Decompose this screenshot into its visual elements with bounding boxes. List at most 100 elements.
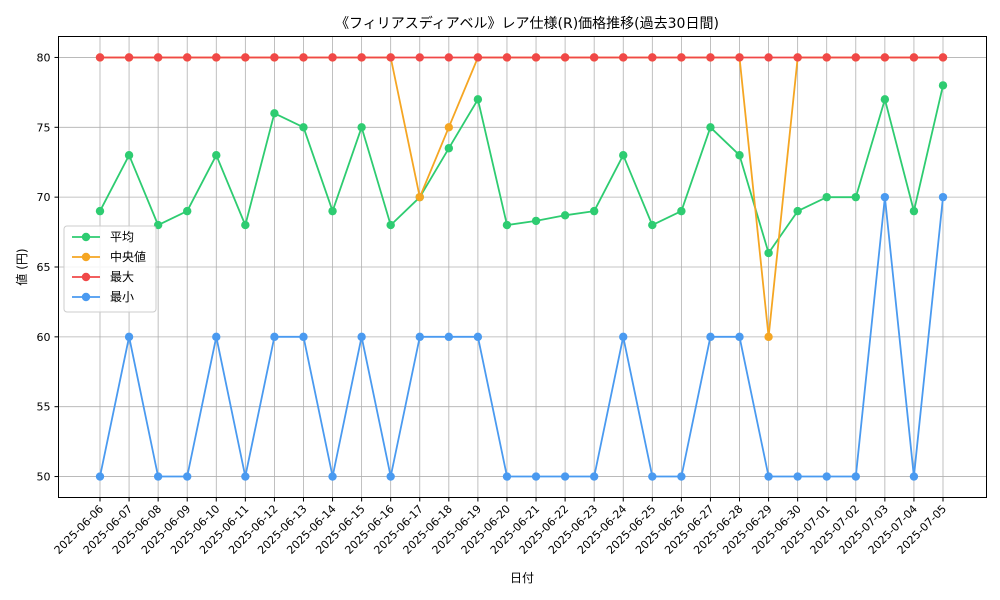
data-point [328, 53, 337, 62]
data-point [212, 332, 221, 342]
data-point [473, 95, 483, 104]
legend-label: 最小 [110, 290, 134, 304]
data-point [124, 332, 134, 342]
data-point [531, 472, 541, 481]
data-point [793, 472, 802, 481]
data-point [909, 206, 919, 216]
data-point [531, 216, 541, 226]
data-point [560, 53, 570, 62]
data-point [589, 206, 599, 216]
data-point [822, 53, 831, 62]
data-point [938, 53, 948, 62]
data-point [619, 332, 628, 342]
legend-label: 平均 [110, 230, 134, 244]
data-point [706, 332, 715, 342]
data-point [502, 53, 512, 62]
legend-label: 中央値 [110, 249, 146, 264]
data-point [735, 53, 744, 62]
legend-label: 最大 [110, 270, 134, 284]
data-point [880, 192, 890, 202]
data-point [502, 220, 512, 230]
grid-layer [58, 36, 987, 498]
data-point [764, 248, 773, 258]
series-3 [95, 192, 948, 481]
data-point [706, 123, 715, 132]
data-point [299, 123, 308, 132]
data-point [822, 192, 831, 202]
data-point [648, 472, 657, 481]
data-point [764, 472, 773, 481]
data-point [415, 332, 424, 342]
data-point [793, 206, 802, 216]
data-point [677, 53, 686, 62]
data-point [299, 53, 308, 62]
data-point [153, 53, 163, 62]
y-tick-label: 80 [37, 51, 51, 64]
data-point [851, 472, 860, 481]
data-point [95, 472, 105, 481]
data-point [706, 53, 715, 62]
data-point [648, 53, 657, 62]
data-point [619, 151, 628, 160]
data-point [531, 53, 541, 62]
data-point [560, 472, 570, 481]
data-point [938, 192, 948, 202]
data-point [212, 53, 221, 62]
data-point [270, 109, 279, 118]
legend-item: 中央値 [72, 249, 146, 264]
y-tick-label: 70 [37, 191, 51, 204]
data-point [153, 472, 163, 481]
chart-title: 《フィリアスディアベル》レア仕様(R)価格推移(過去30日間) [335, 15, 719, 32]
data-point [241, 220, 250, 230]
data-point [328, 206, 337, 216]
data-point [444, 332, 454, 342]
legend-marker [81, 232, 91, 242]
data-point [880, 95, 890, 104]
legend-marker [81, 272, 91, 282]
data-point [183, 53, 192, 62]
legend-box [63, 225, 157, 313]
data-point [589, 53, 599, 62]
legend-item: 最大 [72, 270, 134, 284]
data-point [851, 53, 860, 62]
data-point [677, 472, 686, 481]
y-axis-ticks: 50 55 60 65 70 75 80 [37, 51, 59, 484]
data-point [677, 206, 686, 216]
data-point [241, 472, 250, 481]
y-tick-label: 55 [37, 401, 51, 414]
data-point [95, 53, 105, 62]
data-point [95, 206, 105, 216]
y-axis-label: 値 (円) [14, 248, 29, 285]
data-point [357, 53, 366, 62]
y-tick-label: 60 [37, 331, 51, 344]
data-point [793, 53, 802, 62]
data-point [502, 472, 512, 481]
data-point [735, 332, 744, 342]
data-point [415, 192, 424, 202]
data-point [648, 220, 657, 230]
legend-marker [81, 252, 91, 262]
series-0 [95, 81, 948, 258]
data-point [444, 144, 454, 153]
legend-item: 最小 [72, 290, 134, 304]
data-point [822, 472, 831, 481]
data-point [909, 472, 919, 481]
data-point [183, 472, 192, 481]
data-point [357, 332, 366, 342]
data-point [124, 53, 134, 62]
data-point [241, 53, 250, 62]
data-point [386, 472, 395, 481]
x-axis-label: 日付 [510, 571, 534, 585]
data-point [124, 151, 134, 160]
y-tick-label: 75 [37, 121, 51, 134]
series-layer [95, 53, 948, 481]
data-point [386, 53, 395, 62]
data-point [880, 53, 890, 62]
data-point [851, 192, 860, 202]
x-axis-ticks: 2025-06-062025-06-072025-06-082025-06-09… [52, 497, 949, 557]
data-point [619, 53, 628, 62]
data-point [444, 123, 454, 132]
data-point [299, 332, 308, 342]
